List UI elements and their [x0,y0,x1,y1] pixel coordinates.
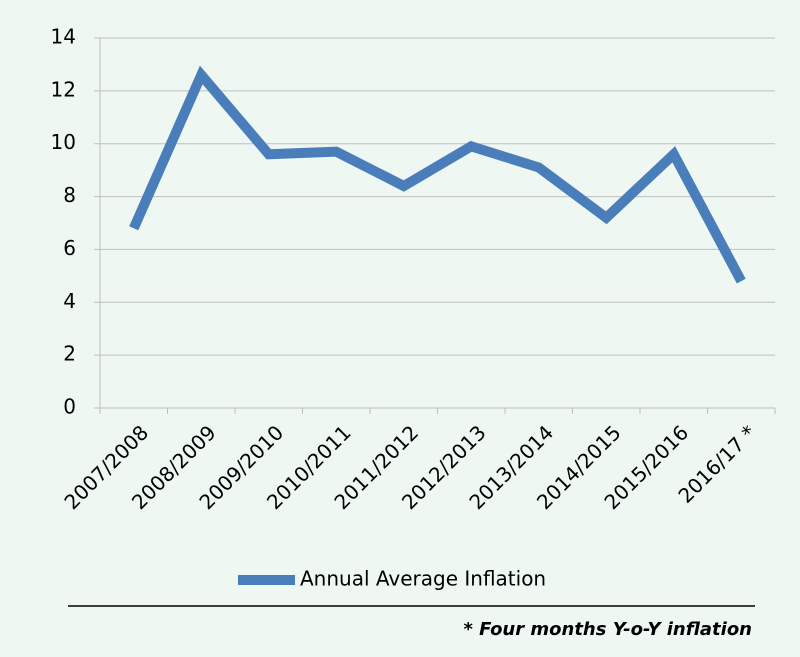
y-tick-label: 2 [63,342,76,366]
footnote: * Four months Y-o-Y inflation [463,619,752,640]
data-line [129,65,746,284]
legend-label: Annual Average Inflation [300,567,546,591]
y-tick-label: 14 [51,25,76,49]
y-tick-label: 4 [63,289,76,313]
y-tick-label: 6 [63,236,76,260]
y-tick-label: 10 [51,130,76,154]
y-tick-label: 12 [51,77,76,101]
y-tick-label: 0 [63,395,76,419]
y-tick-label: 8 [63,183,76,207]
